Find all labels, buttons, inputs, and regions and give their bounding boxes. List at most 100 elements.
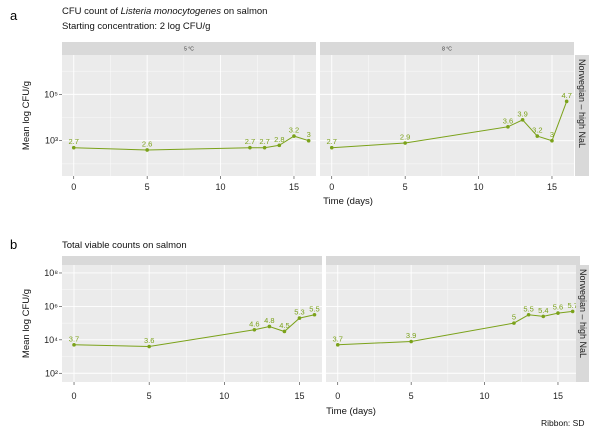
data-point — [248, 145, 252, 150]
x-tick-label: 0 — [329, 182, 334, 192]
x-tick-label: 15 — [294, 391, 304, 401]
x-tick-label: 10 — [219, 391, 229, 401]
data-label: 5.5 — [523, 304, 533, 313]
data-point — [409, 339, 413, 344]
facet-strip — [326, 256, 580, 265]
data-point — [297, 316, 302, 320]
figure-caption: Ribbon: SD — [541, 418, 584, 428]
y-tick-label: 10⁵ — [44, 89, 58, 99]
x-tick-label: 10 — [216, 182, 226, 192]
y-tick-label: 10² — [45, 368, 58, 378]
data-point — [312, 312, 317, 317]
data-label: 2.7 — [259, 137, 269, 146]
data-point — [556, 311, 560, 315]
data-label: 3.6 — [144, 336, 154, 345]
data-label: 5.3 — [294, 308, 304, 317]
data-point — [570, 309, 575, 314]
data-point — [564, 99, 569, 104]
data-point — [282, 329, 287, 334]
plot-panel — [62, 55, 316, 176]
x-tick-label: 5 — [403, 182, 408, 192]
row-strip — [575, 55, 589, 176]
data-point — [403, 141, 407, 145]
data-label: 3.2 — [289, 126, 299, 135]
data-point — [535, 134, 540, 138]
data-point — [526, 312, 531, 317]
data-label: 2.7 — [245, 137, 255, 146]
data-label: 3.9 — [517, 109, 527, 118]
x-tick-label: 0 — [72, 391, 77, 401]
x-tick-label: 5 — [147, 391, 152, 401]
data-point — [72, 343, 76, 347]
facet-strip — [320, 42, 574, 55]
data-label: 5 — [512, 313, 516, 322]
chart-title-suffix: on salmon — [221, 6, 267, 17]
data-point — [267, 324, 272, 329]
x-tick-label: 10 — [480, 391, 490, 401]
x-axis-title: Time (days) — [326, 406, 376, 417]
chart-title-prefix: CFU count of — [62, 6, 121, 17]
x-tick-label: 0 — [335, 391, 340, 401]
data-label: 4.6 — [249, 319, 259, 328]
data-point — [335, 343, 340, 347]
y-tick-label: 10⁴ — [44, 335, 58, 345]
row-strip — [576, 265, 589, 382]
panel-letter: b — [10, 237, 17, 252]
data-label: 4.5 — [279, 321, 289, 330]
data-label: 2.7 — [327, 137, 337, 146]
data-point — [277, 143, 282, 148]
facet-strip-label: 5 °C — [184, 47, 194, 53]
x-tick-label: 15 — [553, 391, 563, 401]
data-label: 3.7 — [333, 334, 343, 343]
data-label: 5.7 — [567, 301, 577, 310]
data-label: 3.2 — [532, 126, 542, 135]
data-label: 4.8 — [264, 316, 274, 325]
data-point — [147, 344, 151, 349]
chart-subtitle: Starting concentration: 2 log CFU/g — [62, 21, 210, 32]
data-point — [145, 148, 149, 152]
data-label: 3.9 — [406, 331, 416, 340]
facet-strip — [62, 42, 316, 55]
panel-letter: a — [10, 8, 18, 23]
x-tick-label: 5 — [409, 391, 414, 401]
chart-title: CFU count of Listeria monocytogenes on s… — [62, 6, 267, 17]
data-label: 4.7 — [561, 91, 571, 100]
data-point — [252, 328, 257, 332]
plot-panel — [320, 55, 574, 176]
row-strip-label: Norwegian – high NaL — [577, 59, 587, 148]
chart-title-species: Listeria monocytogenes — [121, 6, 222, 17]
data-point — [306, 138, 311, 143]
data-label: 2.6 — [142, 139, 152, 148]
x-tick-label: 5 — [145, 182, 150, 192]
data-point — [520, 118, 525, 122]
data-label: 2.9 — [400, 133, 410, 142]
row-strip-label: Norwegian – high NaL — [578, 269, 588, 358]
data-label: 3.6 — [503, 116, 513, 125]
data-label: 5.6 — [553, 303, 563, 312]
data-point — [292, 134, 296, 138]
data-point — [329, 145, 334, 150]
data-label: 3.7 — [69, 334, 79, 343]
chart-title: Total viable counts on salmon — [62, 240, 187, 251]
x-tick-label: 10 — [474, 182, 484, 192]
data-point — [262, 145, 267, 150]
y-axis-title: Mean log CFU/g — [21, 289, 32, 358]
data-point — [512, 321, 516, 325]
plot-panel — [62, 265, 322, 382]
data-label: 2.8 — [274, 135, 284, 144]
facet-strip-label: 8 °C — [442, 47, 452, 53]
data-label: 3 — [307, 130, 311, 139]
data-point — [506, 125, 510, 129]
y-tick-label: 10⁶ — [44, 301, 58, 311]
data-point — [550, 138, 554, 143]
x-tick-label: 0 — [71, 182, 76, 192]
x-tick-label: 15 — [289, 182, 299, 192]
data-point — [541, 314, 546, 319]
data-label: 5.4 — [538, 306, 548, 315]
data-label: 2.7 — [69, 137, 79, 146]
data-point — [71, 145, 76, 150]
x-tick-label: 15 — [547, 182, 557, 192]
y-tick-label: 10³ — [45, 136, 58, 146]
plot-panel — [326, 265, 580, 382]
